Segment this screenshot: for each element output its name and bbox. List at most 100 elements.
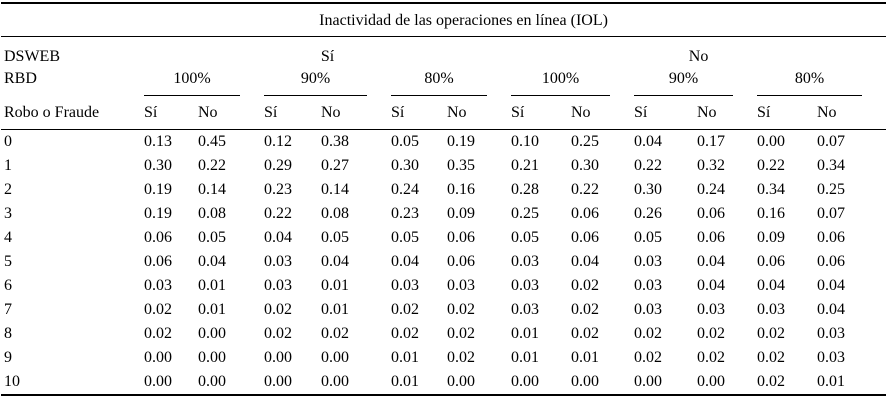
cell: 0.03 [447, 277, 475, 294]
cell: 0.06 [571, 205, 599, 222]
cell: 0.04 [264, 229, 292, 246]
cell: 0.04 [634, 133, 662, 150]
cell: 0.03 [511, 277, 539, 294]
cell: 0.01 [391, 349, 419, 366]
col-header: Sí [757, 96, 817, 130]
cell: 0.03 [264, 277, 292, 294]
col-header: No [321, 96, 391, 130]
cell: 0.00 [634, 373, 662, 390]
cell: 0.25 [571, 133, 599, 150]
cell: 0.03 [511, 301, 539, 318]
cell: 0.02 [447, 325, 475, 342]
cell: 0.04 [571, 253, 599, 270]
cell: 0.03 [511, 253, 539, 270]
cell: 0.01 [571, 349, 599, 366]
cell: 0.22 [264, 205, 292, 222]
cell: 0.02 [697, 349, 725, 366]
cell: 0.03 [264, 253, 292, 270]
cell: 0.00 [144, 373, 172, 390]
col-header: Sí [264, 96, 321, 130]
col-header: No [697, 96, 757, 130]
dsweb-group-no: No [688, 48, 709, 65]
row-label: 0 [4, 133, 12, 150]
cell: 0.04 [757, 277, 785, 294]
cell: 0.26 [634, 205, 662, 222]
cell: 0.01 [198, 277, 226, 294]
cell: 0.02 [571, 277, 599, 294]
table-row: 6 0.03 0.01 0.03 0.01 0.03 0.03 0.03 0.0… [1, 274, 886, 298]
header-row-rbd: RBD 100% 90% 80% 100% 90% 80% [1, 65, 886, 96]
cell: 0.02 [144, 325, 172, 342]
table-title-row: Inactividad de las operaciones en línea … [1, 3, 887, 37]
cell: 0.00 [321, 373, 349, 390]
cell: 0.00 [198, 325, 226, 342]
row-label: 1 [4, 157, 12, 174]
cell: 0.01 [817, 373, 845, 390]
cell: 0.09 [447, 205, 475, 222]
cell: 0.04 [697, 277, 725, 294]
cell: 0.02 [447, 301, 475, 318]
dsweb-group-si: Sí [320, 48, 335, 65]
cell: 0.19 [447, 133, 475, 150]
table-row: 2 0.19 0.14 0.23 0.14 0.24 0.16 0.28 0.2… [1, 178, 886, 202]
cell: 0.01 [321, 277, 349, 294]
cell: 0.06 [757, 253, 785, 270]
row-label: 3 [4, 205, 12, 222]
cell: 0.00 [571, 373, 599, 390]
cell: 0.07 [817, 133, 845, 150]
cell: 0.06 [817, 229, 845, 246]
cell: 0.06 [447, 253, 475, 270]
rbd-label: RBD [4, 70, 37, 87]
cell: 0.28 [511, 181, 539, 198]
cell: 0.30 [144, 157, 172, 174]
cell: 0.03 [634, 253, 662, 270]
cell: 0.03 [757, 301, 785, 318]
robo-o-fraude-label: Robo o Fraude [1, 96, 144, 130]
table-row: 0 0.13 0.45 0.12 0.38 0.05 0.19 0.10 0.2… [1, 130, 886, 155]
rbd-group-90-si: 90% [264, 71, 367, 96]
table-row: 5 0.06 0.04 0.03 0.04 0.04 0.06 0.03 0.0… [1, 250, 886, 274]
table-row: 3 0.19 0.08 0.22 0.08 0.23 0.09 0.25 0.0… [1, 202, 886, 226]
cell: 0.02 [391, 301, 419, 318]
cell: 0.19 [144, 181, 172, 198]
cell: 0.30 [391, 157, 419, 174]
cell: 0.02 [697, 325, 725, 342]
cell: 0.00 [511, 373, 539, 390]
table-row: 7 0.02 0.01 0.02 0.01 0.02 0.02 0.03 0.0… [1, 298, 886, 322]
cell: 0.03 [817, 349, 845, 366]
cell: 0.25 [511, 205, 539, 222]
cell: 0.02 [757, 325, 785, 342]
cell: 0.32 [697, 157, 725, 174]
cell: 0.08 [321, 205, 349, 222]
cell: 0.00 [264, 349, 292, 366]
col-header: No [198, 96, 264, 130]
row-label: 9 [4, 349, 12, 366]
cell: 0.23 [264, 181, 292, 198]
cell: 0.35 [447, 157, 475, 174]
row-label: 7 [4, 301, 12, 318]
table-title: Inactividad de las operaciones en línea … [1, 3, 887, 37]
cell: 0.00 [198, 349, 226, 366]
table-row: 8 0.02 0.00 0.02 0.02 0.02 0.02 0.01 0.0… [1, 322, 886, 346]
col-header: Sí [634, 96, 697, 130]
cell: 0.01 [391, 373, 419, 390]
cell: 0.06 [571, 229, 599, 246]
cell: 0.22 [571, 181, 599, 198]
cell: 0.04 [697, 253, 725, 270]
cell: 0.00 [321, 349, 349, 366]
cell: 0.06 [817, 253, 845, 270]
rbd-group-90-no: 90% [634, 71, 733, 96]
cell: 0.04 [817, 301, 845, 318]
cell: 0.05 [511, 229, 539, 246]
cell: 0.03 [634, 277, 662, 294]
cell: 0.04 [198, 253, 226, 270]
row-label: 4 [4, 229, 12, 246]
statistics-table: Inactividad de las operaciones en línea … [1, 2, 887, 396]
dsweb-label: DSWEB [4, 48, 60, 65]
cell: 0.21 [511, 157, 539, 174]
cell: 0.22 [757, 157, 785, 174]
cell: 0.02 [391, 325, 419, 342]
col-header: No [817, 96, 887, 130]
cell: 0.02 [634, 349, 662, 366]
cell: 0.29 [264, 157, 292, 174]
